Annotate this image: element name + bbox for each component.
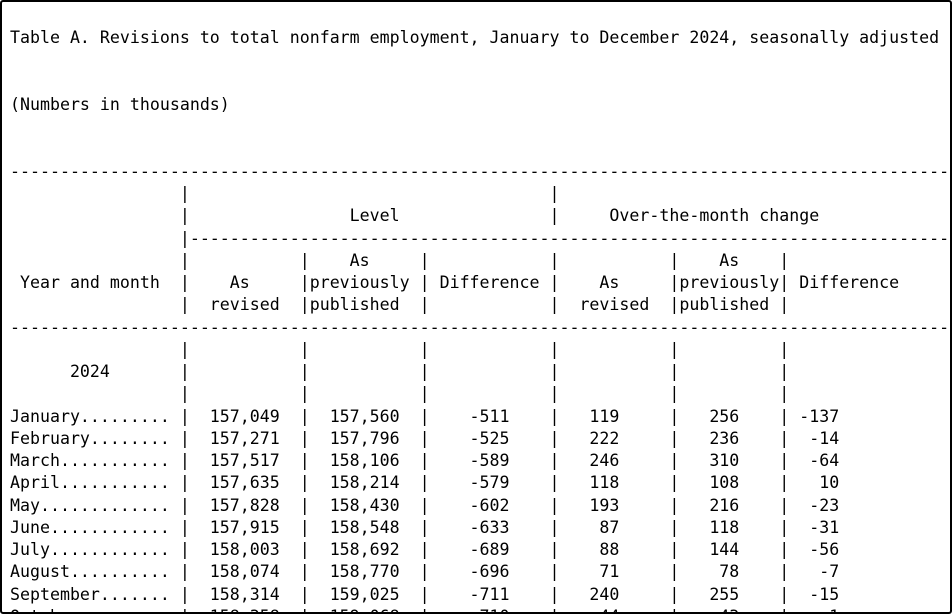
body-spacer-row-1: | | | | | | xyxy=(10,339,950,359)
spanner-pipes-row: | | xyxy=(10,184,950,203)
rule-top: ----------------------------------------… xyxy=(10,161,950,181)
row-march: March........... | 157,517 | 158,106 | -… xyxy=(10,451,950,470)
table-subtitle: (Numbers in thousands) xyxy=(10,95,230,114)
row-september: September....... | 158,314 | 159,025 | -… xyxy=(10,584,950,604)
row-april: April........... | 157,635 | 158,214 | -… xyxy=(10,473,950,493)
group-header-row: | Level | Over-the-month change xyxy=(10,206,950,226)
row-july: July............ | 158,003 | 158,692 | -… xyxy=(10,540,950,559)
row-june: June............ | 157,915 | 158,548 | -… xyxy=(10,517,950,537)
ascii-table-grid: ----------------------------------------… xyxy=(10,161,950,612)
body-spacer-row-2: | | | | | | xyxy=(10,384,950,404)
rule-mid: ----------------------------------------… xyxy=(10,317,950,337)
row-may: May............. | 157,828 | 158,430 | -… xyxy=(10,495,950,515)
year-row: 2024 | | | | | | xyxy=(10,362,950,381)
group-header-rule: |---------------------------------------… xyxy=(10,228,950,248)
row-october: October......... | 158,358 | 159,068 | -… xyxy=(10,606,950,612)
column-header-row-3: | revised |published | | revised |publis… xyxy=(10,295,950,315)
column-header-row-2: Year and month | As |previously | Differ… xyxy=(10,273,950,292)
row-january: January......... | 157,049 | 157,560 | -… xyxy=(10,406,950,426)
column-header-row-1: | | As | | | As | xyxy=(10,250,950,270)
row-august: August.......... | 158,074 | 158,770 | -… xyxy=(10,562,950,582)
row-february: February........ | 157,271 | 157,796 | -… xyxy=(10,428,950,448)
table-title: Table A. Revisions to total nonfarm empl… xyxy=(10,28,940,48)
